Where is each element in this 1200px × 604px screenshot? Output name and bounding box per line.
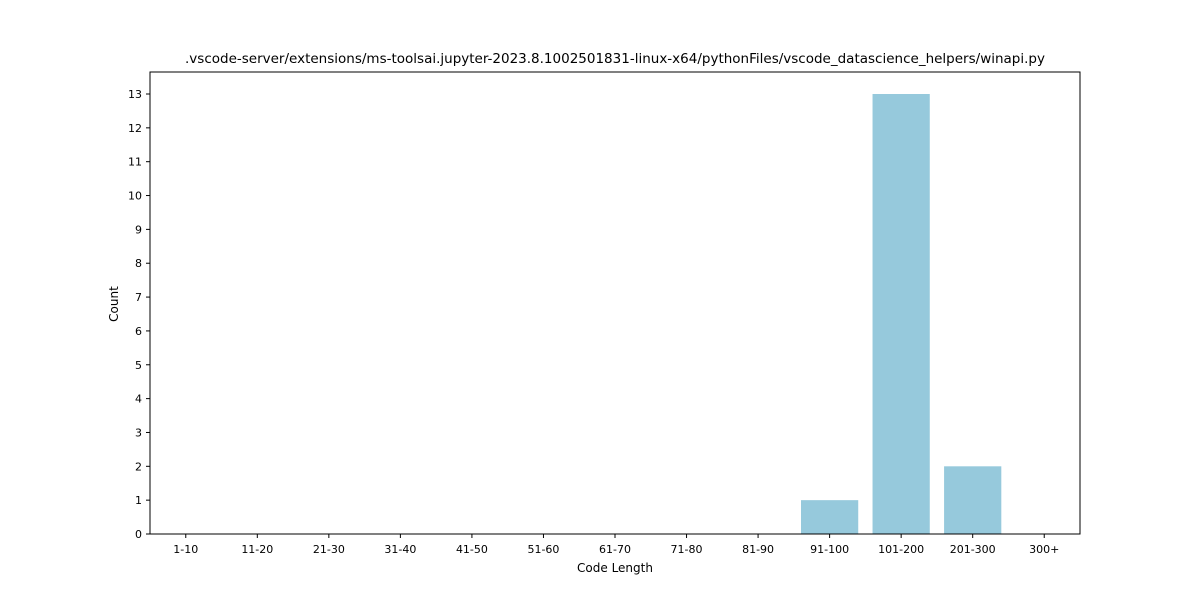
y-tick-label: 9: [135, 223, 142, 236]
y-axis-label: Count: [107, 286, 121, 322]
chart-title: .vscode-server/extensions/ms-toolsai.jup…: [185, 51, 1045, 67]
y-tick-label: 7: [135, 291, 142, 304]
y-tick-label: 3: [135, 426, 142, 439]
x-tick-label: 300+: [1029, 543, 1059, 556]
y-tick-label: 5: [135, 359, 142, 372]
x-tick-label: 101-200: [878, 543, 924, 556]
bars-group: [801, 94, 1002, 534]
y-tick-label: 12: [128, 122, 142, 135]
y-tick-label: 1: [135, 494, 142, 507]
x-tick-label: 21-30: [313, 543, 345, 556]
y-tick-label: 11: [128, 156, 142, 169]
x-tick-label: 71-80: [671, 543, 703, 556]
y-tick-label: 0: [135, 528, 142, 541]
bar-101-200: [872, 94, 930, 534]
x-tick-label: 91-100: [810, 543, 849, 556]
x-tick-label: 61-70: [599, 543, 631, 556]
y-tick-label: 13: [128, 88, 142, 101]
plot-area-frame: [149, 71, 1081, 535]
x-tick-label: 1-10: [173, 543, 198, 556]
x-axis-label: Code Length: [577, 561, 653, 575]
x-tick-label: 51-60: [527, 543, 559, 556]
x-tick-label: 41-50: [456, 543, 488, 556]
y-tick-label: 8: [135, 257, 142, 270]
x-tick-label: 201-300: [950, 543, 996, 556]
x-tick-label: 31-40: [384, 543, 416, 556]
bar-201-300: [944, 466, 1002, 534]
bar-91-100: [801, 500, 859, 534]
x-tick-label: 11-20: [241, 543, 273, 556]
y-tick-label: 10: [128, 190, 142, 203]
x-tick-label: 81-90: [742, 543, 774, 556]
y-tick-label: 4: [135, 393, 142, 406]
x-axis-ticks: 1-10 11-20 21-30 31-40 41-50 51-60 61-70 71-80 8…: [173, 534, 1059, 556]
y-tick-label: 2: [135, 460, 142, 473]
y-tick-label: 6: [135, 325, 142, 338]
